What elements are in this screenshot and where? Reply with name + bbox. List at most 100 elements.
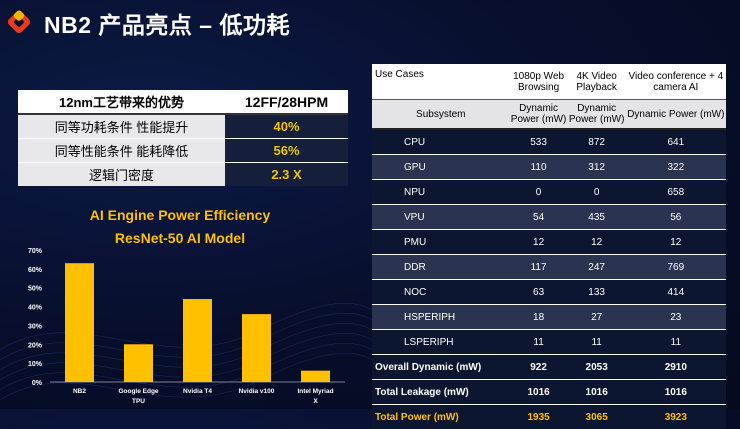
- subheader-subsystem: Subsystem: [372, 100, 510, 130]
- bar: [301, 371, 330, 382]
- row-value: 40%: [225, 114, 348, 139]
- chart-title: AI Engine Power Efficiency: [0, 207, 360, 223]
- subheader-dynamic-power: Dynamic Power (mW): [626, 100, 726, 130]
- power-value: 117: [510, 255, 568, 280]
- power-value: 312: [568, 155, 626, 180]
- table-header-row: 12nm工艺带来的优势 12FF/28HPM: [18, 90, 348, 114]
- header-web-browsing: 1080p Web Browsing: [510, 64, 568, 100]
- subsystem-name: GPU: [372, 155, 510, 180]
- table-row: 同等功耗条件 性能提升 40%: [18, 114, 348, 139]
- power-value: 11: [626, 330, 726, 355]
- power-value: 322: [626, 155, 726, 180]
- process-advantage-table: 12nm工艺带来的优势 12FF/28HPM 同等功耗条件 性能提升 40% 同…: [18, 90, 348, 186]
- power-value: 12: [626, 230, 726, 255]
- power-value: 56: [626, 205, 726, 230]
- header-video-playback: 4K Video Playback: [568, 64, 626, 100]
- power-value: 641: [626, 129, 726, 155]
- subheader-dynamic-power: Dynamic Power (mW): [568, 100, 626, 130]
- category-label: Intel Myriad: [297, 388, 333, 395]
- power-value: 63: [510, 280, 568, 305]
- power-value: 12: [510, 230, 568, 255]
- power-value: 11: [510, 330, 568, 355]
- header-use-cases: Use Cases: [372, 64, 510, 100]
- total-value: 3065: [568, 405, 626, 429]
- power-value: 414: [626, 280, 726, 305]
- y-tick-label: 0%: [32, 380, 43, 387]
- table-subheader-row: Subsystem Dynamic Power (mW) Dynamic Pow…: [372, 100, 726, 130]
- category-label: Nvidia T4: [183, 388, 212, 395]
- power-value: 54: [510, 205, 568, 230]
- power-value: 23: [626, 305, 726, 330]
- row-label: 同等性能条件 能耗降低: [18, 139, 225, 163]
- y-tick-label: 20%: [28, 342, 43, 349]
- total-value: 1016: [510, 380, 568, 405]
- row-value: 56%: [225, 139, 348, 163]
- power-value: 133: [568, 280, 626, 305]
- row-label: 同等功耗条件 性能提升: [18, 114, 225, 139]
- y-tick-label: 40%: [28, 305, 43, 312]
- category-label: X: [313, 398, 318, 405]
- header-process: 12FF/28HPM: [225, 90, 348, 114]
- table-header-row: Use Cases 1080p Web Browsing 4K Video Pl…: [372, 64, 726, 100]
- category-label: Nvidia v100: [239, 388, 275, 395]
- subsystem-name: NPU: [372, 180, 510, 205]
- y-tick-label: 60%: [28, 267, 43, 274]
- logo-icon: [6, 9, 32, 35]
- bar: [183, 299, 212, 382]
- power-value: 872: [568, 129, 626, 155]
- subsystem-name: VPU: [372, 205, 510, 230]
- total-label: Total Leakage (mW): [372, 380, 510, 405]
- power-value: 11: [568, 330, 626, 355]
- y-tick-label: 30%: [28, 323, 43, 330]
- total-value: 2053: [568, 355, 626, 380]
- power-value: 110: [510, 155, 568, 180]
- header-advantage: 12nm工艺带来的优势: [18, 90, 225, 114]
- row-value: 2.3 X: [225, 163, 348, 187]
- total-label: Total Power (mW): [372, 405, 510, 429]
- page-title: NB2 产品亮点 – 低功耗: [44, 6, 290, 40]
- subsystem-name: LSPERIPH: [372, 330, 510, 355]
- total-value: 3923: [626, 405, 726, 429]
- bar: [242, 314, 271, 382]
- power-value: 0: [510, 180, 568, 205]
- subsystem-name: CPU: [372, 129, 510, 155]
- total-value: 922: [510, 355, 568, 380]
- use-case-power-table: Use Cases 1080p Web Browsing 4K Video Pl…: [372, 64, 726, 429]
- total-value: 1016: [568, 380, 626, 405]
- power-value: 0: [568, 180, 626, 205]
- subsystem-name: PMU: [372, 230, 510, 255]
- power-value: 435: [568, 205, 626, 230]
- table-row: 同等性能条件 能耗降低 56%: [18, 139, 348, 163]
- subheader-dynamic-power: Dynamic Power (mW): [510, 100, 568, 130]
- subsystem-name: NOC: [372, 280, 510, 305]
- power-value: 533: [510, 129, 568, 155]
- category-label: Google Edge: [118, 388, 158, 395]
- table-row: 逻辑门密度 2.3 X: [18, 163, 348, 187]
- category-label: NB2: [73, 388, 86, 395]
- total-value: 1935: [510, 405, 568, 429]
- power-value: 658: [626, 180, 726, 205]
- power-value: 769: [626, 255, 726, 280]
- total-label: Overall Dynamic (mW): [372, 355, 510, 380]
- subsystem-name: DDR: [372, 255, 510, 280]
- power-value: 12: [568, 230, 626, 255]
- total-value: 1016: [626, 380, 726, 405]
- bar: [124, 344, 153, 382]
- row-label: 逻辑门密度: [18, 163, 225, 187]
- category-label: TPU: [132, 398, 145, 405]
- y-tick-label: 70%: [28, 248, 43, 255]
- power-value: 27: [568, 305, 626, 330]
